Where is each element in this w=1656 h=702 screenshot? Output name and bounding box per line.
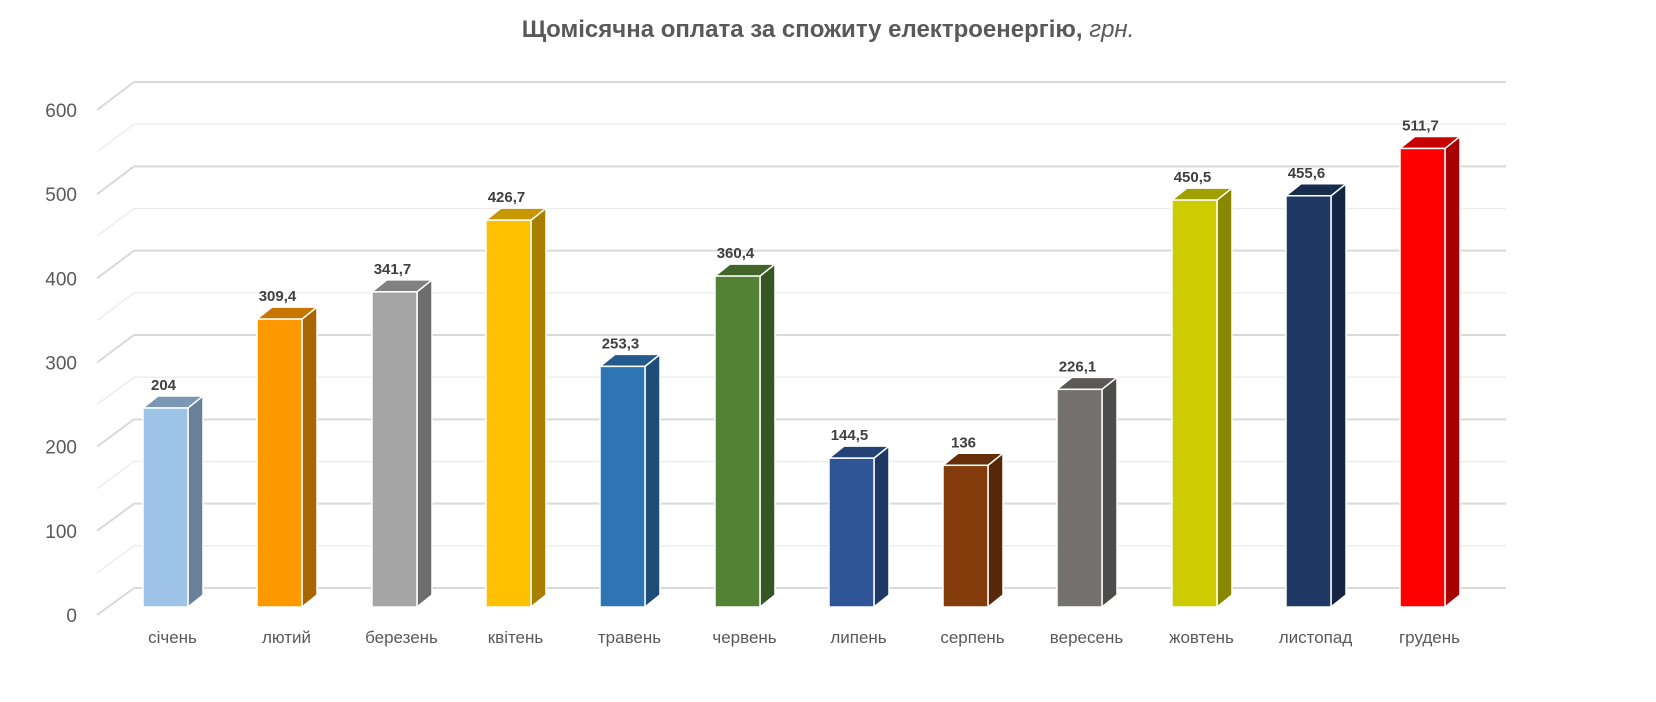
- bar-front: [942, 464, 989, 608]
- gridline-side: [96, 292, 135, 321]
- data-label: 144,5: [831, 427, 869, 444]
- bar-front: [714, 275, 761, 608]
- bar-front: [142, 407, 189, 608]
- bar-грудень: [1399, 135, 1461, 608]
- x-tick-label: червень: [712, 628, 776, 647]
- gridline-side: [96, 249, 135, 280]
- x-tick-label: лютий: [262, 628, 311, 647]
- bar-side: [1101, 376, 1118, 608]
- bar-side: [416, 279, 433, 608]
- gridline-side: [96, 460, 135, 490]
- bar-front: [1056, 388, 1103, 608]
- gridline-side: [96, 81, 135, 111]
- gridline-side: [96, 502, 135, 532]
- bar-side: [873, 445, 890, 608]
- gridline-side: [96, 545, 135, 574]
- bar-вересень: [1056, 376, 1118, 608]
- bar-березень: [371, 279, 433, 608]
- bar-front: [1285, 195, 1332, 608]
- x-tick-label: вересень: [1050, 628, 1124, 647]
- bar-front: [485, 219, 532, 608]
- y-tick-label: 0: [66, 606, 77, 627]
- bar-лютий: [256, 306, 318, 608]
- data-label: 341,7: [374, 261, 412, 278]
- data-label: 360,4: [717, 245, 755, 262]
- gridline-side: [96, 376, 135, 406]
- x-tick-label: жовтень: [1169, 628, 1234, 647]
- gridline-side: [96, 207, 135, 237]
- data-label: 511,7: [1402, 117, 1439, 134]
- bar-front: [371, 291, 418, 608]
- y-tick-label: 600: [45, 101, 77, 122]
- data-label: 204: [151, 377, 177, 394]
- bar-side: [644, 353, 661, 608]
- bar-червень: [714, 263, 776, 608]
- x-tick-label: листопад: [1279, 628, 1353, 647]
- chart-title-unit: грн.: [1089, 16, 1135, 43]
- gridline-side: [96, 123, 135, 153]
- data-label: 226,1: [1059, 358, 1097, 375]
- x-tick-label: січень: [148, 628, 197, 647]
- data-label: 455,6: [1288, 165, 1326, 182]
- y-tick-label: 400: [45, 269, 77, 290]
- x-tick-label: квітень: [488, 628, 544, 647]
- gridline-side: [96, 334, 135, 364]
- y-tick-label: 300: [45, 354, 77, 375]
- bar-side: [1330, 183, 1347, 608]
- bar-side: [187, 395, 204, 608]
- data-label: 426,7: [488, 189, 526, 206]
- chart-title-text: Щомісячна оплата за спожиту електроенерг…: [521, 16, 1083, 43]
- bar-front: [1399, 147, 1446, 608]
- y-axis: 0 100 200 300 400 500 600: [45, 101, 77, 627]
- bar-side: [301, 306, 318, 608]
- data-label: 136: [951, 434, 976, 451]
- x-tick-label: грудень: [1399, 628, 1460, 647]
- x-tick-label: серпень: [940, 628, 1004, 647]
- bar-side: [1444, 135, 1461, 608]
- bar-front: [256, 318, 303, 608]
- bar-травень: [599, 353, 661, 608]
- bars: [142, 135, 1461, 608]
- y-tick-label: 500: [45, 185, 77, 206]
- x-tick-label: липень: [830, 628, 886, 647]
- y-tick-label: 200: [45, 438, 77, 459]
- x-axis: січень лютий березень квітень травень червень…: [148, 628, 1460, 647]
- bar-side: [987, 452, 1004, 608]
- bar-квітень: [485, 207, 547, 608]
- bar-січень: [142, 395, 204, 608]
- y-tick-label: 100: [45, 522, 77, 543]
- bar-серпень: [942, 452, 1004, 608]
- bar-side: [530, 207, 547, 608]
- x-tick-label: травень: [598, 628, 661, 647]
- bar-листопад: [1285, 183, 1347, 608]
- data-labels: 204 309,4 341,7 426,7 253,3 360,4 144,5 136 226,…: [151, 117, 1439, 451]
- data-label: 253,3: [602, 335, 640, 352]
- x-tick-label: березень: [365, 628, 438, 647]
- chart-title: Щомісячна оплата за спожиту електроенерг…: [0, 16, 1656, 44]
- data-label: 450,5: [1174, 169, 1212, 186]
- bar-side: [759, 263, 776, 608]
- gridline-side: [96, 418, 135, 448]
- data-label: 309,4: [259, 288, 297, 305]
- gridline-side: [96, 165, 135, 195]
- bar-липень: [828, 445, 890, 608]
- bar-front: [828, 457, 875, 608]
- bar-front: [599, 365, 646, 608]
- bar-side: [1216, 187, 1233, 608]
- bar-жовтень: [1171, 187, 1233, 608]
- gridlines: [96, 81, 1506, 616]
- gridline-side: [96, 587, 135, 616]
- bar-front: [1171, 199, 1218, 608]
